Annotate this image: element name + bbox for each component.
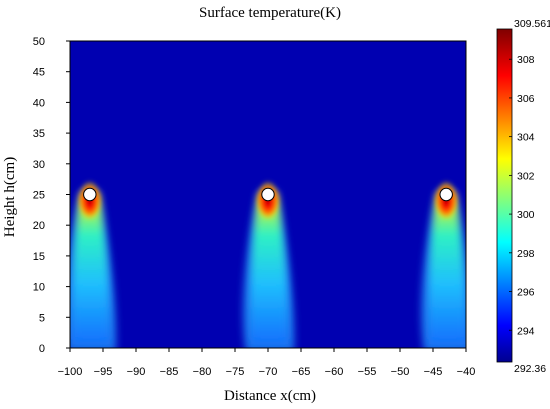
colorbar-ticks: 294 296 298 300 302 304 306 308 [509,54,535,337]
y-tick-label: 15 [33,251,45,263]
x-tick-label: −60 [325,366,344,378]
colorbar-tick-label: 302 [517,170,535,182]
x-axis-label: Distance x(cm) [224,388,316,404]
colorbar-tick-label: 300 [517,209,535,221]
y-tick-label: 10 [33,282,45,294]
colorbar: 294 296 298 300 302 304 306 308 309.561 292.36 [496,18,550,375]
heat-source-3 [421,180,466,348]
colorbar-tick-label: 298 [517,248,535,260]
heat-source-1 [70,180,117,348]
y-axis: 0 5 10 15 20 25 30 35 40 45 50 [33,36,70,355]
colorbar-gradient [496,28,513,363]
heat-source-marker [439,187,453,202]
y-tick-label: 45 [33,67,45,79]
heat-sources-layer [70,180,466,348]
x-tick-label: −85 [160,366,179,378]
colorbar-tick-label: 308 [517,54,535,66]
colorbar-tick-label: 306 [517,93,535,105]
colorbar-max-label: 309.561 [514,18,550,30]
y-tick-label: 20 [33,220,45,232]
chart-title: Surface temperature(K) [199,5,341,21]
y-tick-label: 25 [33,190,45,202]
x-axis: −100 −95 −90 −85 −80 −75 −70 −65 −60 −55 −50 −45 −40 [58,348,476,378]
y-tick-label: 35 [33,128,45,140]
colorbar-tick-label: 304 [517,132,535,144]
plume-core [250,192,289,344]
y-axis-label: Height h(cm) [2,157,18,237]
y-tick-label: 40 [33,97,45,109]
heat-source-marker [261,187,275,202]
plume-core [71,192,111,344]
plot-area [69,40,467,349]
colorbar-tick-label: 294 [517,325,535,337]
x-tick-label: −40 [457,366,476,378]
x-tick-label: −95 [94,366,113,378]
y-tick-label: 30 [33,159,45,171]
x-tick-label: −50 [391,366,410,378]
x-tick-label: −55 [358,366,377,378]
x-tick-label: −75 [226,366,245,378]
colorbar-min-label: 292.36 [514,363,546,375]
x-tick-label: −70 [259,366,278,378]
heat-source-marker [83,187,97,202]
x-tick-label: −65 [292,366,311,378]
plume-core [428,192,466,344]
heat-source-2 [243,180,295,348]
x-tick-label: −90 [127,366,146,378]
y-tick-label: 0 [39,343,45,355]
x-tick-label: −45 [424,366,443,378]
x-tick-label: −100 [58,366,83,378]
y-tick-label: 50 [33,36,45,48]
y-tick-label: 5 [39,312,45,324]
x-tick-label: −80 [193,366,212,378]
colorbar-tick-label: 296 [517,287,535,299]
